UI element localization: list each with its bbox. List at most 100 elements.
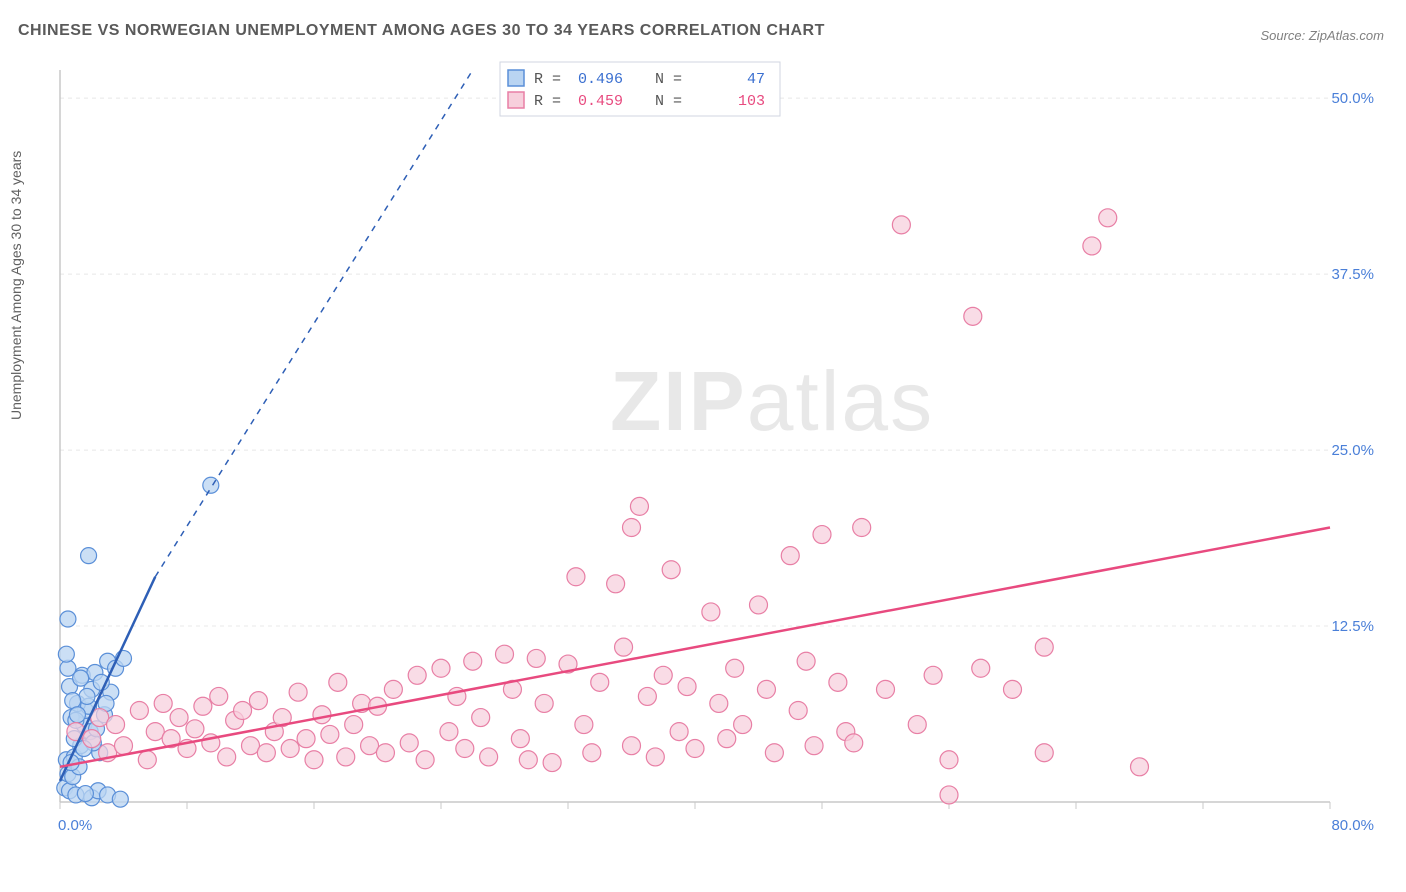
- legend-r-label: R =: [534, 71, 561, 88]
- data-point: [829, 673, 847, 691]
- data-point: [908, 716, 926, 734]
- data-point: [789, 702, 807, 720]
- data-point: [79, 688, 95, 704]
- legend-r-value: 0.459: [578, 93, 623, 110]
- data-point: [77, 786, 93, 802]
- chart-area: 12.5%25.0%37.5%50.0%ZIPatlas0.0%80.0%R =…: [50, 60, 1380, 830]
- data-point: [575, 716, 593, 734]
- y-tick-label: 37.5%: [1331, 266, 1374, 283]
- data-point: [567, 568, 585, 586]
- data-point: [416, 751, 434, 769]
- data-point: [138, 751, 156, 769]
- data-point: [813, 526, 831, 544]
- data-point: [456, 740, 474, 758]
- data-point: [361, 737, 379, 755]
- source-name: ZipAtlas.com: [1309, 28, 1384, 43]
- data-point: [654, 666, 672, 684]
- data-point: [702, 603, 720, 621]
- data-point: [60, 611, 76, 627]
- data-point: [1083, 237, 1101, 255]
- y-tick-label: 25.0%: [1331, 442, 1374, 459]
- data-point: [58, 646, 74, 662]
- data-point: [69, 707, 85, 723]
- x-axis-max-label: 80.0%: [1331, 817, 1374, 830]
- data-point: [845, 734, 863, 752]
- data-point: [1099, 209, 1117, 227]
- legend-r-value: 0.496: [578, 71, 623, 88]
- data-point: [853, 519, 871, 537]
- data-point: [511, 730, 529, 748]
- data-point: [321, 725, 339, 743]
- source-prefix: Source:: [1260, 28, 1308, 43]
- data-point: [623, 737, 641, 755]
- data-point: [781, 547, 799, 565]
- data-point: [107, 716, 125, 734]
- data-point: [686, 740, 704, 758]
- data-point: [440, 723, 458, 741]
- data-point: [615, 638, 633, 656]
- data-point: [289, 683, 307, 701]
- data-point: [877, 680, 895, 698]
- data-point: [797, 652, 815, 670]
- data-point: [329, 673, 347, 691]
- legend-swatch: [508, 70, 524, 86]
- trend-line: [60, 528, 1330, 767]
- data-point: [81, 548, 97, 564]
- data-point: [638, 687, 656, 705]
- data-point: [964, 307, 982, 325]
- data-point: [1035, 638, 1053, 656]
- data-point: [1131, 758, 1149, 776]
- data-point: [527, 649, 545, 667]
- data-point: [242, 737, 260, 755]
- data-point: [210, 687, 228, 705]
- chart-title: CHINESE VS NORWEGIAN UNEMPLOYMENT AMONG …: [18, 22, 825, 40]
- watermark: ZIPatlas: [610, 354, 934, 448]
- data-point: [234, 702, 252, 720]
- stats-legend: R =0.496N =47R =0.459N =103: [500, 62, 780, 116]
- data-point: [432, 659, 450, 677]
- data-point: [472, 709, 490, 727]
- data-point: [408, 666, 426, 684]
- data-point: [281, 740, 299, 758]
- data-point: [607, 575, 625, 593]
- data-point: [1035, 744, 1053, 762]
- data-point: [940, 786, 958, 804]
- data-point: [218, 748, 236, 766]
- legend-swatch: [508, 92, 524, 108]
- data-point: [249, 692, 267, 710]
- data-point: [337, 748, 355, 766]
- y-tick-label: 50.0%: [1331, 90, 1374, 107]
- data-point: [757, 680, 775, 698]
- data-point: [630, 497, 648, 515]
- data-point: [623, 519, 641, 537]
- data-point: [112, 791, 128, 807]
- data-point: [305, 751, 323, 769]
- data-point: [73, 670, 89, 686]
- legend-n-label: N =: [655, 71, 682, 88]
- data-point: [203, 477, 219, 493]
- x-axis-min-label: 0.0%: [58, 817, 92, 830]
- data-point: [83, 730, 101, 748]
- data-point: [313, 706, 331, 724]
- data-point: [583, 744, 601, 762]
- data-point: [146, 723, 164, 741]
- data-point: [257, 744, 275, 762]
- data-point: [480, 748, 498, 766]
- data-point: [543, 754, 561, 772]
- legend-n-value: 47: [747, 71, 765, 88]
- legend-r-label: R =: [534, 93, 561, 110]
- data-point: [194, 697, 212, 715]
- data-point: [718, 730, 736, 748]
- trend-line-extrapolated: [155, 70, 473, 577]
- data-point: [115, 737, 133, 755]
- y-axis-label: Unemployment Among Ages 30 to 34 years: [8, 151, 24, 420]
- data-point: [646, 748, 664, 766]
- scatter-plot: 12.5%25.0%37.5%50.0%ZIPatlas0.0%80.0%R =…: [50, 60, 1380, 830]
- data-point: [670, 723, 688, 741]
- data-point: [376, 744, 394, 762]
- data-point: [765, 744, 783, 762]
- data-point: [535, 694, 553, 712]
- data-point: [297, 730, 315, 748]
- data-point: [591, 673, 609, 691]
- data-point: [400, 734, 418, 752]
